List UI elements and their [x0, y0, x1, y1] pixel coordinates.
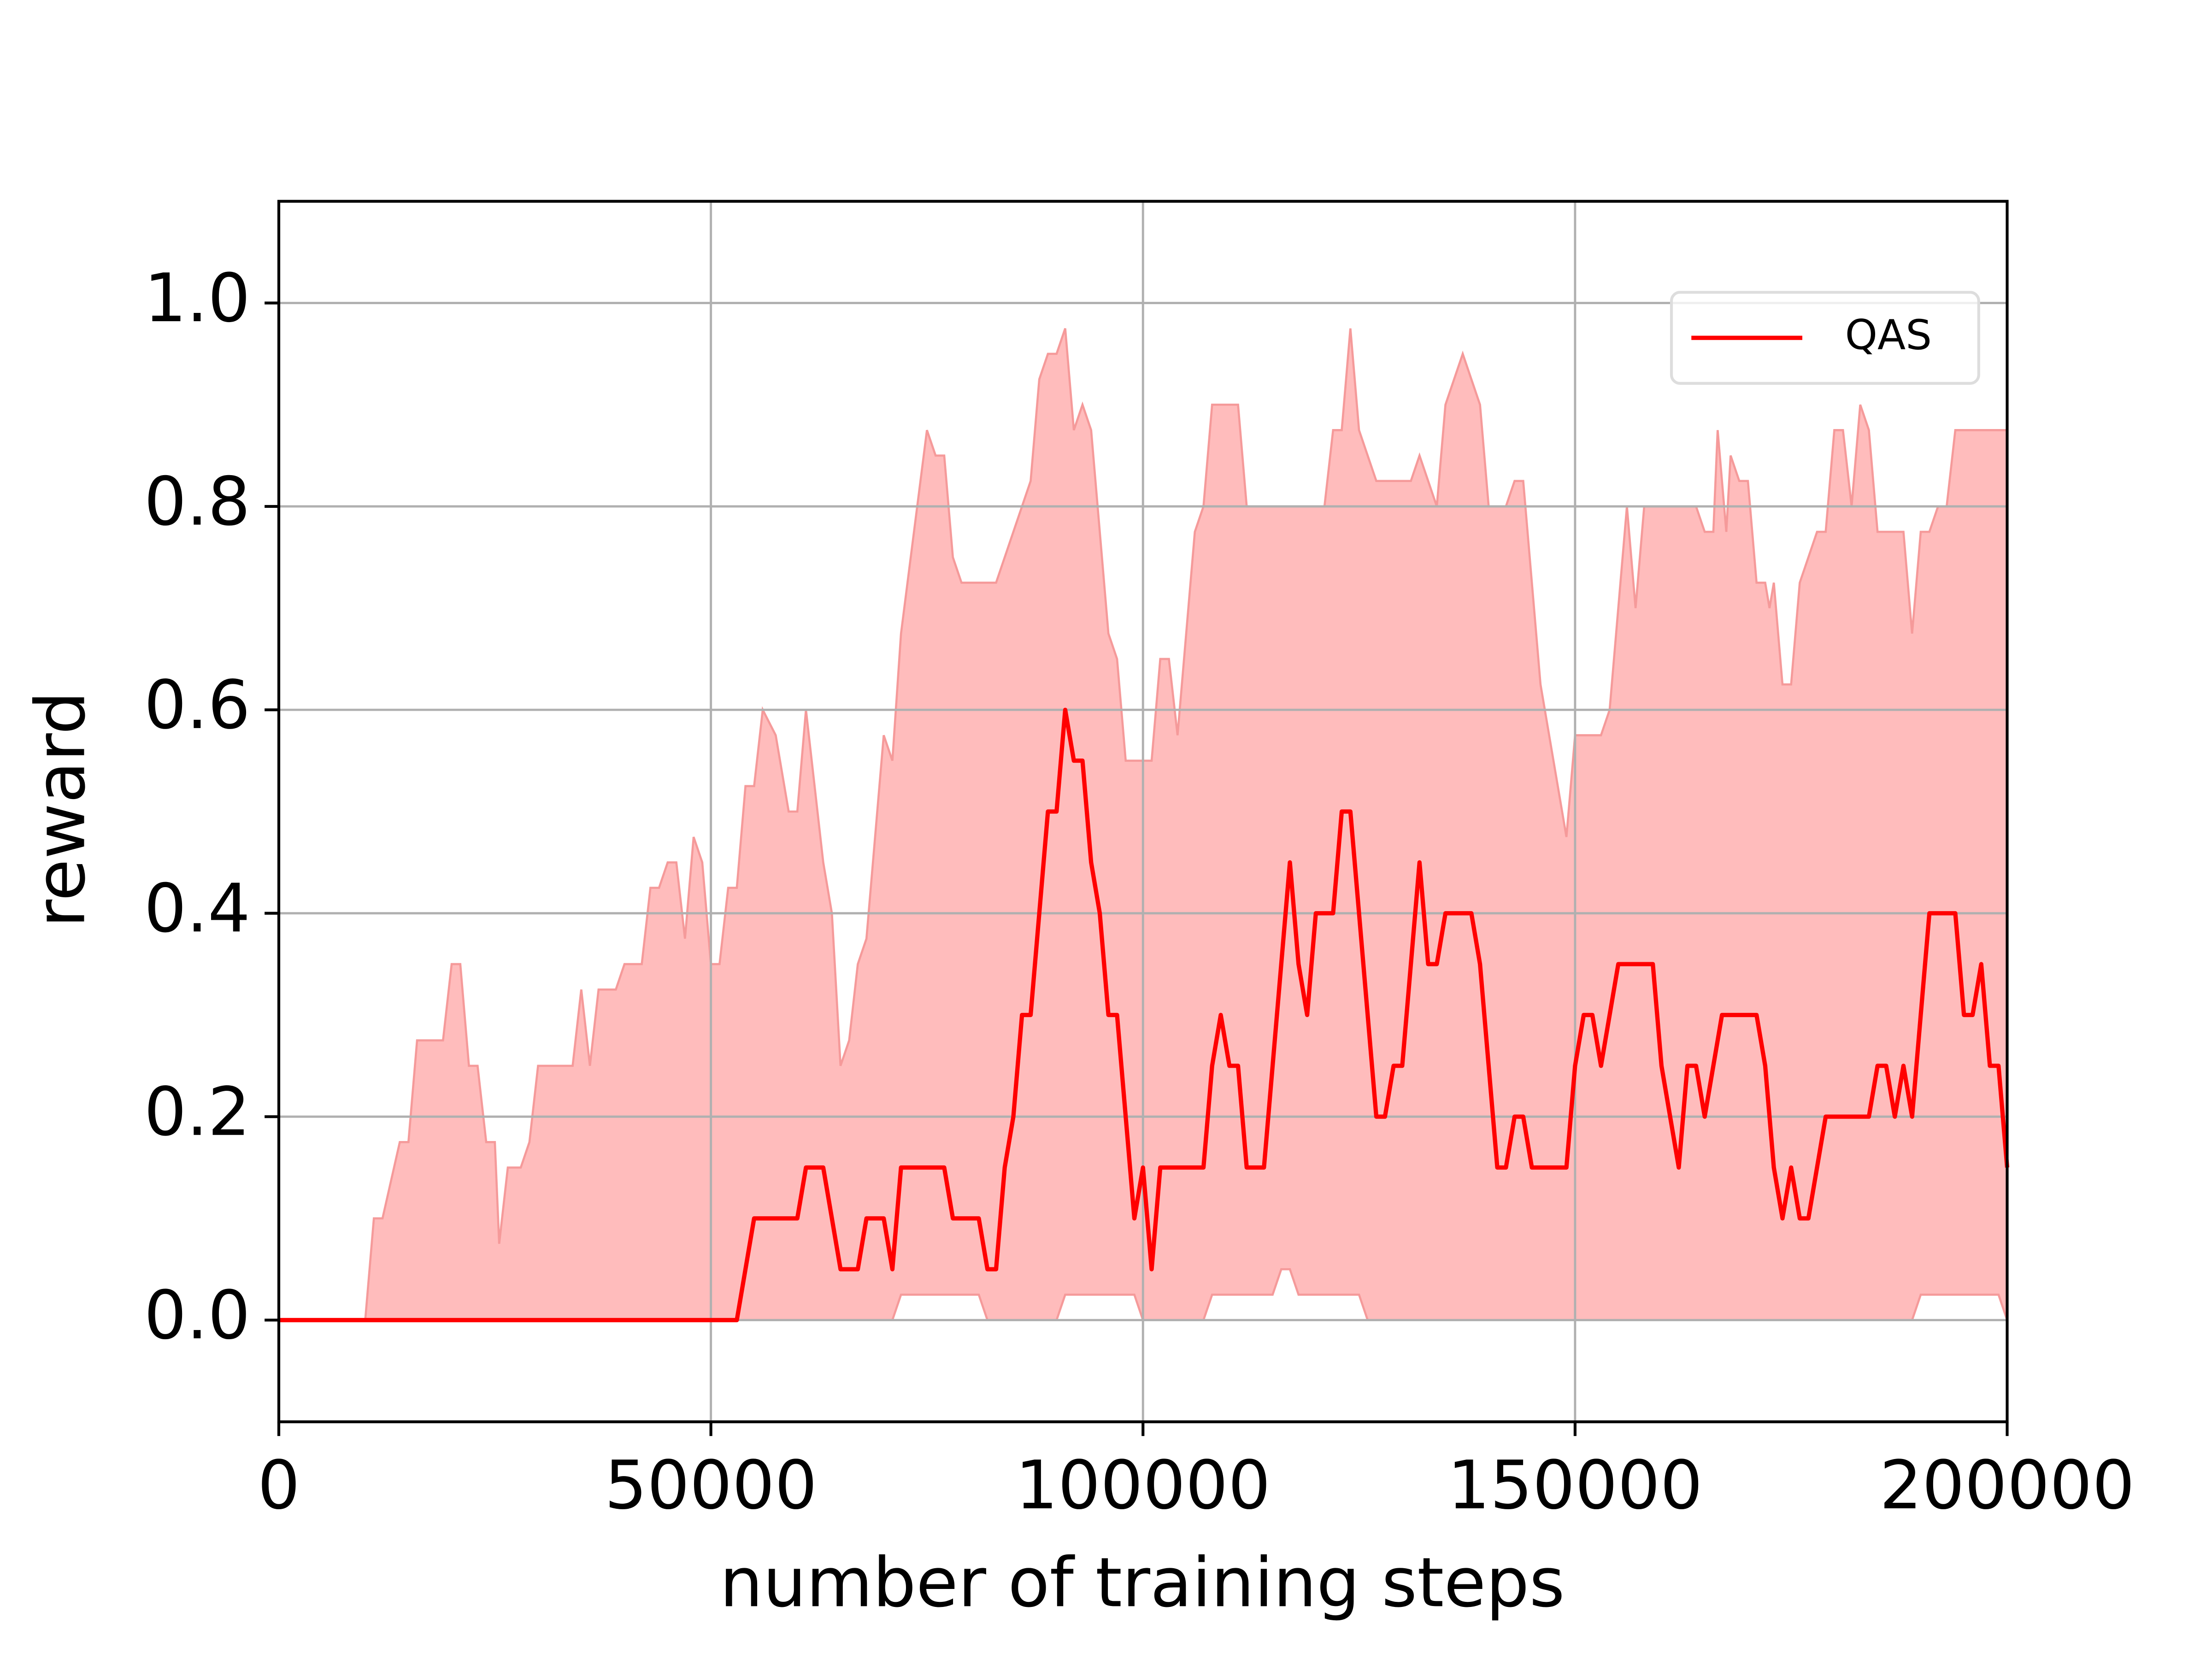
y-tick-label: 0.8 [144, 463, 251, 541]
y-tick-label: 0.6 [144, 666, 251, 744]
y-tick-label: 1.0 [144, 259, 251, 337]
band-edge [279, 328, 2007, 1321]
legend: QAS [1670, 291, 1980, 385]
x-tick-label: 100000 [1015, 1447, 1271, 1524]
x-axis-label: number of training steps [720, 1542, 1565, 1622]
y-tick-label: 0.2 [144, 1073, 251, 1151]
x-tick-label: 150000 [1447, 1447, 1703, 1524]
y-axis-label: reward [21, 691, 100, 928]
legend-label: QAS [1845, 312, 1932, 359]
legend-box [1670, 291, 1980, 385]
line [279, 707, 2010, 1323]
x-tick-label: 200000 [1880, 1447, 2135, 1524]
x-tick-label: 0 [258, 1447, 300, 1524]
plot-area: 0 50000 100000 150000 200000 0.0 0.2 0.4 0.6 0.8 1… [144, 200, 2135, 1524]
y-tick-label: 0.0 [144, 1277, 251, 1354]
y-tick-label: 0.4 [144, 870, 251, 947]
x-tick-label: 50000 [605, 1447, 818, 1524]
plot-frame [277, 200, 2009, 1424]
